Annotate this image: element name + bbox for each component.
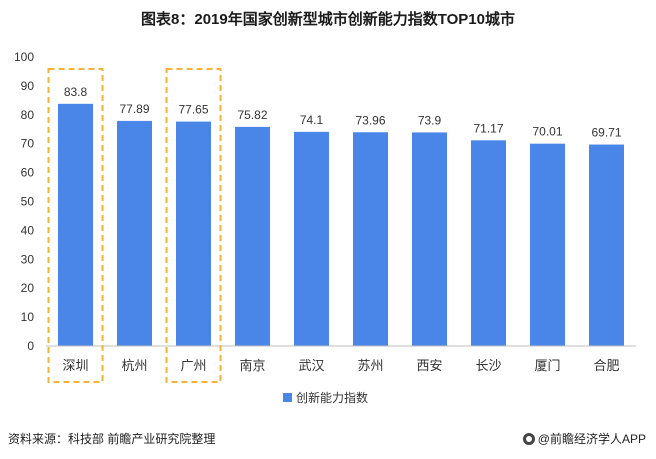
x-tick-label: 苏州: [357, 358, 383, 373]
highlight-box: [47, 68, 104, 383]
highlight-box: [165, 68, 222, 383]
y-tick-label: 90: [21, 79, 35, 93]
y-tick-label: 0: [27, 339, 34, 353]
data-label: 83.8: [64, 85, 88, 99]
x-tick-label: 厦门: [534, 358, 560, 373]
x-tick-label: 深圳: [62, 358, 88, 373]
data-label: 75.82: [237, 108, 267, 122]
bar: [117, 120, 152, 346]
x-tick-label: 武汉: [298, 358, 324, 373]
y-tick-label: 10: [21, 310, 35, 324]
data-label: 69.71: [591, 126, 621, 140]
highlight-boxes: [47, 68, 222, 383]
y-tick-label: 100: [14, 50, 34, 64]
bar: [235, 126, 270, 346]
bar: [176, 121, 211, 347]
data-label: 74.1: [300, 113, 324, 127]
bar: [471, 140, 506, 346]
bars-group: 83.8 77.89 77.65 75.82 74.1 73.96 73.9 71.17 70.…: [58, 85, 624, 347]
brand-credit: @前瞻经济学人APP: [522, 430, 646, 447]
y-tick-label: 80: [21, 108, 35, 122]
data-label: 77.89: [119, 102, 149, 116]
data-label: 77.65: [178, 103, 208, 117]
y-tick-label: 30: [21, 252, 35, 266]
legend-swatch: [283, 393, 292, 402]
data-label: 71.17: [473, 121, 503, 135]
chart-title: 图表8：2019年国家创新型城市创新能力指数TOP10城市: [141, 11, 515, 28]
data-label: 73.9: [418, 113, 442, 127]
y-tick-label: 20: [21, 281, 35, 295]
x-tick-label: 合肥: [593, 358, 619, 373]
bar: [589, 144, 624, 346]
brand-text: @前瞻经济学人APP: [537, 432, 646, 446]
x-tick-label: 西安: [416, 358, 442, 373]
bar: [58, 103, 93, 347]
data-label: 70.01: [532, 125, 562, 139]
y-tick-label: 50: [21, 195, 35, 209]
bar: [294, 131, 329, 346]
legend: 创新能力指数: [283, 390, 368, 405]
x-tick-label: 广州: [180, 358, 206, 373]
data-label: 73.96: [355, 113, 385, 127]
legend-label: 创新能力指数: [296, 390, 368, 405]
y-tick-label: 60: [21, 166, 35, 180]
x-tick-label: 长沙: [475, 358, 501, 373]
bar: [412, 132, 447, 346]
brand-logo-icon: [522, 432, 535, 445]
bar: [530, 143, 565, 346]
x-axis: 深圳 杭州 广州 南京 武汉 苏州 西安 长沙 厦门 合肥: [46, 345, 636, 373]
y-tick-label: 70: [21, 137, 35, 151]
source-note: 资料来源：科技部 前瞻产业研究院整理: [8, 432, 216, 446]
x-tick-label: 杭州: [121, 358, 147, 373]
x-tick-label: 南京: [239, 358, 265, 373]
bar: [353, 132, 388, 346]
y-axis: 0 10 20 30 40 50 60 70 80 90 100: [14, 50, 34, 353]
y-tick-label: 40: [21, 223, 35, 237]
